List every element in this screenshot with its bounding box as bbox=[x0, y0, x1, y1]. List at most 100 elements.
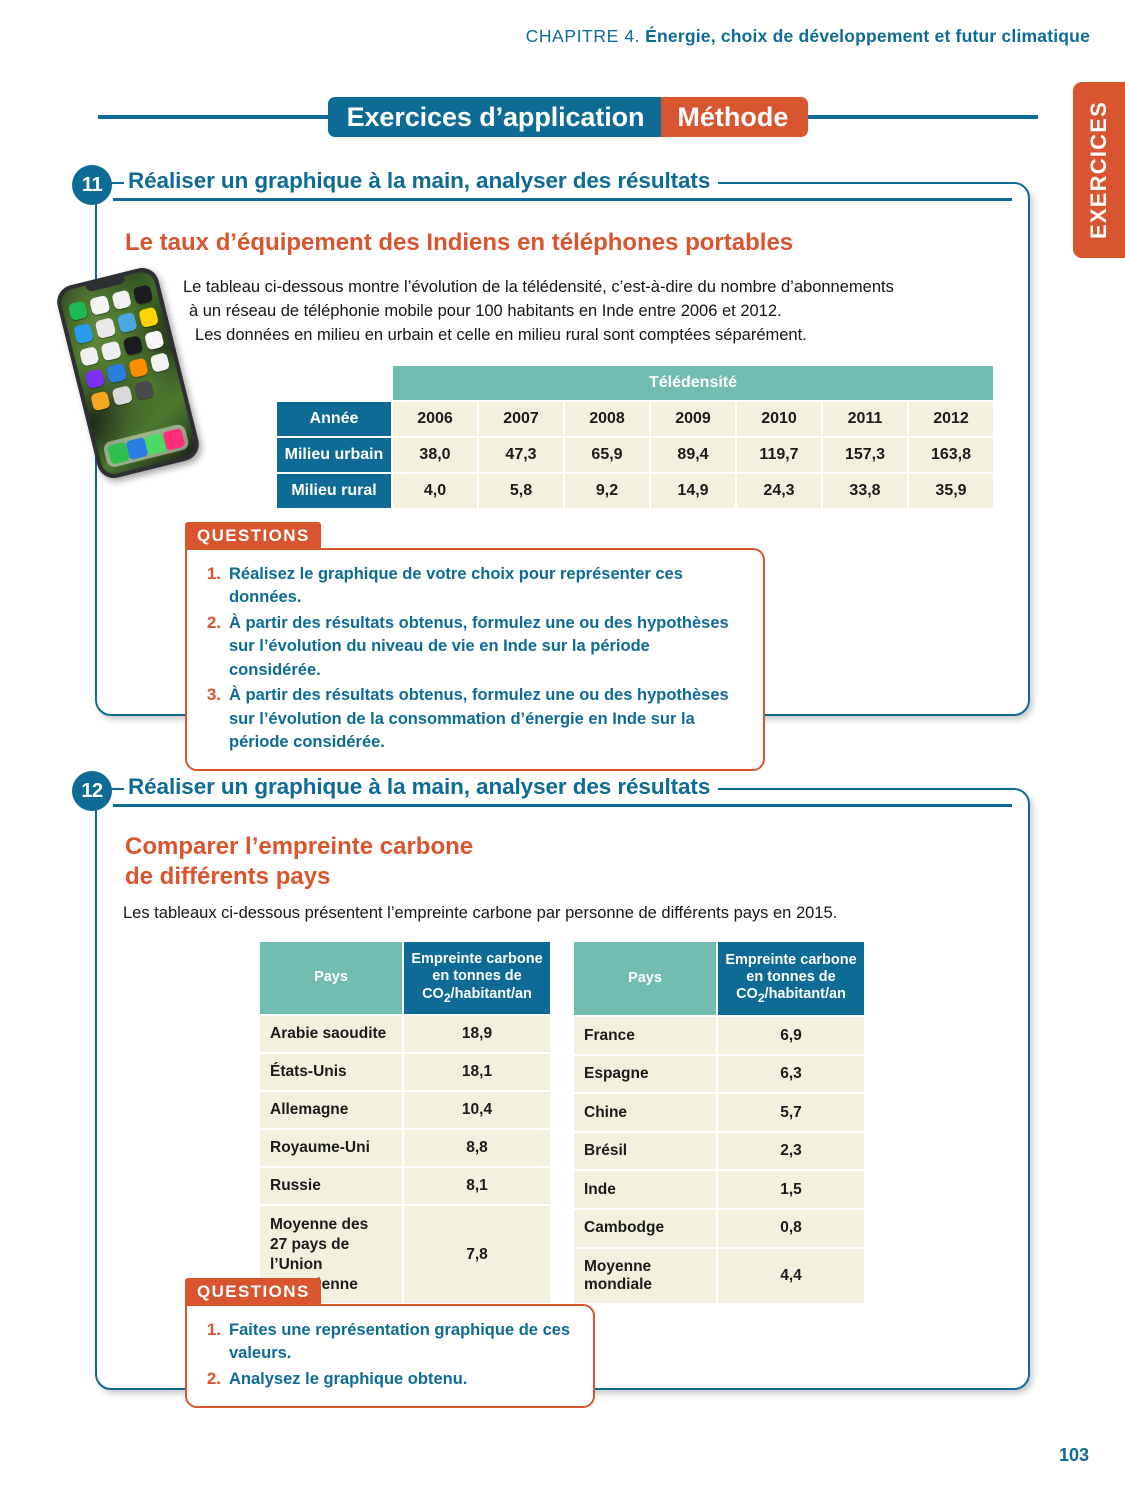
question-text: À partir des résultats obtenus, formulez… bbox=[229, 613, 729, 679]
banner-title: Exercices d’application bbox=[327, 97, 662, 137]
exercise-12-title: Comparer l’empreinte carbone de différen… bbox=[125, 832, 473, 892]
exercise-12-head-rule bbox=[113, 804, 1012, 807]
carbon-tables-wrap: Pays Empreinte carbone en tonnes de CO2/… bbox=[258, 940, 866, 1305]
settings-icon bbox=[133, 379, 155, 401]
header-pays-right: Pays bbox=[574, 942, 716, 1016]
country-value: 1,5 bbox=[718, 1171, 864, 1208]
header-line-2: en tonnes de bbox=[432, 968, 522, 985]
exercise-12-title-line2: de différents pays bbox=[125, 862, 331, 890]
year-cell: 2006 bbox=[393, 402, 477, 436]
questions-box: 1. Faites une représentation graphique d… bbox=[185, 1304, 595, 1409]
camera-icon bbox=[132, 284, 154, 306]
side-tab-label: EXERCICES bbox=[1086, 101, 1112, 239]
country-name: Inde bbox=[574, 1171, 716, 1208]
intro-line-3: Les données en milieu en urbain et celle… bbox=[195, 325, 807, 344]
country-value: 8,8 bbox=[404, 1130, 550, 1167]
question-number: 1. bbox=[206, 1320, 221, 1339]
question-number: 2. bbox=[206, 1368, 221, 1388]
carbon-table-left: Pays Empreinte carbone en tonnes de CO2/… bbox=[258, 940, 552, 1305]
teledensite-span-header: Télédensité bbox=[393, 366, 993, 400]
calendar-icon bbox=[89, 295, 111, 316]
header-empreinte-left: Empreinte carbone en tonnes de CO2/habit… bbox=[404, 942, 550, 1015]
books-icon bbox=[143, 329, 165, 351]
country-value: 2,3 bbox=[718, 1132, 864, 1170]
intro-line-2: à un réseau de téléphonie mobile pour 10… bbox=[189, 301, 782, 320]
clock-icon bbox=[116, 312, 138, 334]
questions-block-12: QUESTIONS 1. Faites une représentation g… bbox=[185, 1278, 595, 1409]
table-row: Cambodge 0,8 bbox=[574, 1210, 864, 1247]
year-cell: 2011 bbox=[823, 402, 907, 436]
country-name: États-Unis bbox=[260, 1054, 402, 1091]
weather-icon bbox=[94, 317, 116, 339]
data-cell: 33,8 bbox=[823, 474, 907, 508]
questions-box: 1. Réalisez le graphique de votre choix … bbox=[185, 548, 765, 772]
country-value: 18,1 bbox=[404, 1054, 550, 1091]
questions-block-11: QUESTIONS 1. Réalisez le graphique de vo… bbox=[185, 522, 765, 772]
exercise-12-intro: Les tableaux ci-dessous présentent l’emp… bbox=[123, 904, 838, 922]
smartphone-body bbox=[53, 264, 203, 482]
table-row: Milieu urbain 38,0 47,3 65,9 89,4 119,7 … bbox=[277, 438, 993, 472]
header-pays-left: Pays bbox=[260, 942, 402, 1015]
question-number: 2. bbox=[206, 612, 221, 632]
year-cell: 2007 bbox=[479, 402, 563, 436]
running-head: CHAPITRE 4. Énergie, choix de développeme… bbox=[526, 26, 1090, 47]
question-text: À partir des résultats obtenus, formulez… bbox=[229, 686, 729, 751]
question-number: 3. bbox=[206, 685, 221, 705]
country-value: 5,7 bbox=[718, 1094, 864, 1131]
health-icon bbox=[149, 351, 171, 373]
section-banner: Exercices d’application Méthode bbox=[98, 97, 1039, 137]
teledensite-table-wrap: Télédensité Année 2006 2007 2008 2009 20… bbox=[275, 364, 995, 510]
country-name: Moyenne mondiale bbox=[574, 1248, 716, 1304]
data-cell: 119,7 bbox=[737, 438, 821, 472]
chapter-title: Énergie, choix de développement et futur… bbox=[645, 26, 1090, 46]
facetime-icon bbox=[67, 300, 89, 322]
header-empreinte-right: Empreinte carbone en tonnes de CO2/habit… bbox=[718, 942, 864, 1016]
data-cell: 35,9 bbox=[909, 474, 993, 508]
intro-line-1: Le tableau ci-dessous montre l’évolution… bbox=[183, 278, 894, 296]
questions-list: 1. Réalisez le graphique de votre choix … bbox=[203, 563, 745, 754]
home-icon bbox=[90, 390, 112, 412]
year-cell: 2012 bbox=[909, 402, 993, 436]
notes-icon bbox=[138, 306, 159, 328]
table-row: Espagne 6,3 bbox=[574, 1055, 864, 1093]
exercise-11-title: Le taux d’équipement des Indiens en télé… bbox=[125, 229, 794, 256]
chapter-label: CHAPITRE 4. bbox=[525, 26, 641, 46]
table-row: Arabie saoudite 18,9 bbox=[260, 1016, 550, 1053]
smartphone-screen bbox=[58, 269, 198, 477]
banner-rule-left bbox=[98, 115, 328, 119]
table-row-years: Année 2006 2007 2008 2009 2010 2011 2012 bbox=[277, 402, 993, 436]
question-number: 1. bbox=[206, 564, 221, 583]
country-value: 8,1 bbox=[404, 1168, 550, 1205]
row-header-annee: Année bbox=[277, 402, 391, 436]
header-line-3: CO2/habitant/an bbox=[422, 985, 532, 1005]
data-cell: 65,9 bbox=[565, 438, 649, 472]
smartphone-dock bbox=[102, 422, 191, 469]
header-line-1: Empreinte carbone bbox=[725, 951, 857, 968]
question-item: 1. Faites une représentation graphique d… bbox=[203, 1319, 575, 1366]
smartphone-illustration bbox=[53, 264, 208, 483]
country-value: 7,8 bbox=[404, 1206, 550, 1304]
country-value: 18,9 bbox=[404, 1016, 550, 1053]
data-cell: 5,8 bbox=[479, 474, 563, 508]
country-name: Espagne bbox=[574, 1055, 716, 1093]
table-row-span-header: Télédensité bbox=[277, 366, 993, 400]
carbon-table-right: Pays Empreinte carbone en tonnes de CO2/… bbox=[572, 940, 866, 1305]
table-row: France 6,9 bbox=[574, 1017, 864, 1054]
teledensite-table: Télédensité Année 2006 2007 2008 2009 20… bbox=[275, 364, 995, 510]
country-name: Chine bbox=[574, 1094, 716, 1131]
empty-corner-cell bbox=[277, 366, 391, 400]
photos-icon bbox=[110, 289, 132, 311]
country-name: France bbox=[574, 1017, 716, 1054]
banner-subtitle: Méthode bbox=[661, 97, 809, 137]
table-row-header: Pays Empreinte carbone en tonnes de CO2/… bbox=[260, 942, 550, 1015]
data-cell: 163,8 bbox=[909, 438, 993, 472]
table-row: Moyenne mondiale 4,4 bbox=[574, 1248, 864, 1304]
header-line-1: Empreinte carbone bbox=[411, 951, 543, 967]
country-value: 0,8 bbox=[718, 1210, 864, 1247]
data-cell: 9,2 bbox=[565, 474, 649, 508]
table-row-header: Pays Empreinte carbone en tonnes de CO2/… bbox=[574, 942, 864, 1016]
table-row: Milieu rural 4,0 5,8 9,2 14,9 24,3 33,8 … bbox=[277, 474, 993, 508]
smartphone-notch bbox=[85, 275, 127, 293]
